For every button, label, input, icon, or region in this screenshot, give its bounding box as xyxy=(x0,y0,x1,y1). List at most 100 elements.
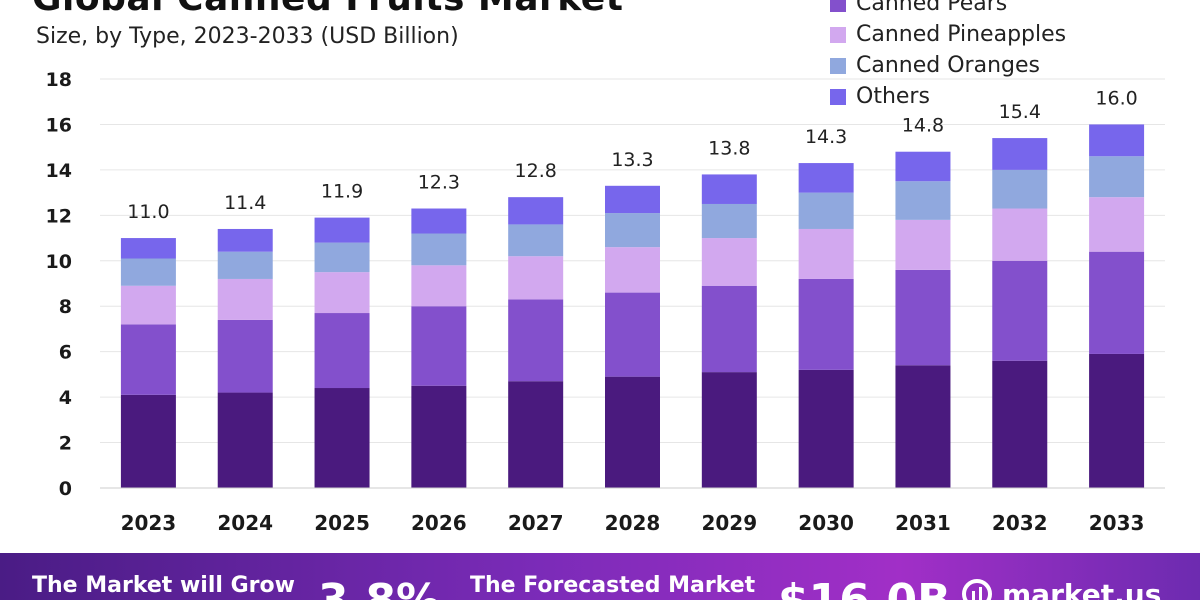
x-tick-label: 2027 xyxy=(508,511,564,535)
bar-segment xyxy=(605,292,660,377)
x-tick-label: 2023 xyxy=(121,511,177,535)
bar-segment xyxy=(217,228,273,252)
bar-segment xyxy=(411,233,467,266)
bar-segment xyxy=(411,385,467,488)
bar-segment xyxy=(411,208,467,234)
x-tick-label: 2026 xyxy=(411,511,467,535)
bar-segment xyxy=(217,251,273,279)
bar-total-label: 11.9 xyxy=(321,181,363,203)
bar-total-label: 14.3 xyxy=(805,126,847,148)
bar-segment xyxy=(508,381,564,488)
bar-segment xyxy=(314,242,370,273)
x-tick-label: 2032 xyxy=(992,511,1048,535)
y-tick-label: 14 xyxy=(46,160,72,182)
bar-segment xyxy=(701,285,757,373)
banner-forecast-value: $16.0B xyxy=(778,575,951,600)
bar-segment xyxy=(605,185,660,214)
bar-total-label: 12.8 xyxy=(515,160,557,182)
bar-segment xyxy=(508,299,564,382)
banner-grow-text: The Market will Grow xyxy=(32,573,295,598)
y-tick-label: 12 xyxy=(46,205,72,227)
bar-segment xyxy=(1089,197,1145,252)
x-tick-label: 2025 xyxy=(314,511,370,535)
y-tick-label: 2 xyxy=(59,433,72,455)
bar-segment xyxy=(798,278,854,370)
chart-subtitle: Size, by Type, 2023-2033 (USD Billion) xyxy=(36,24,459,49)
bar-segment xyxy=(895,365,951,488)
market-us-logo[interactable]: market.us xyxy=(960,577,1161,600)
bar-segment xyxy=(992,260,1048,361)
legend: Canned Pears Canned Pineapples Canned Or… xyxy=(830,0,1066,112)
y-tick-label: 10 xyxy=(46,251,72,273)
legend-swatch xyxy=(830,57,846,74)
footer-banner: The Market will Grow 3.8% The Forecasted… xyxy=(0,553,1200,600)
banner-forecast-text: The Forecasted Market xyxy=(470,573,756,598)
legend-label: Canned Pineapples xyxy=(856,22,1067,47)
bar-segment xyxy=(217,278,273,320)
chart-title: Global Canned Fruits Market xyxy=(32,0,623,19)
bar-segment xyxy=(798,228,854,279)
bar-total-label: 12.3 xyxy=(418,172,460,194)
y-tick-label: 0 xyxy=(59,478,72,500)
y-tick-label: 4 xyxy=(59,387,72,409)
bar-segment xyxy=(217,392,273,488)
bar-segment xyxy=(605,213,660,248)
bar-segment xyxy=(314,313,370,389)
bar-segment xyxy=(798,192,854,229)
bar-segment xyxy=(120,394,176,488)
bar-segment xyxy=(508,197,564,225)
bar-segment xyxy=(314,217,370,243)
bar-segment xyxy=(895,219,951,270)
x-tick-label: 2031 xyxy=(895,511,951,535)
bar-segment xyxy=(992,208,1048,261)
bar-segment xyxy=(120,285,176,325)
bar-total-label: 13.3 xyxy=(611,149,653,171)
bar-segment xyxy=(1089,251,1145,354)
bar-segment xyxy=(701,174,757,204)
bar-segment xyxy=(508,256,564,300)
bar-segment xyxy=(120,238,176,259)
x-tick-label: 2024 xyxy=(217,511,273,535)
legend-label: Canned Pears xyxy=(856,0,1008,16)
legend-swatch xyxy=(830,0,846,12)
bar-total-label: 14.8 xyxy=(902,115,944,137)
bar-segment xyxy=(1089,156,1145,198)
bar-total-label: 13.8 xyxy=(708,137,750,159)
bar-segment xyxy=(798,163,854,193)
y-tick-label: 18 xyxy=(46,69,72,91)
bar-segment xyxy=(120,324,176,395)
bar-total-label: 11.4 xyxy=(224,192,266,214)
bar-segment xyxy=(895,151,951,182)
bar-segment xyxy=(1089,124,1145,157)
banner-cagr-value: 3.8% xyxy=(318,575,440,600)
bar-segment xyxy=(701,203,757,239)
legend-item-canned-pineapples: Canned Pineapples xyxy=(830,19,1066,50)
legend-swatch xyxy=(830,26,846,43)
bar-segment xyxy=(120,258,176,286)
bar-segment xyxy=(992,138,1048,170)
bar-segment xyxy=(992,169,1048,209)
bar-segment xyxy=(314,272,370,314)
y-tick-label: 16 xyxy=(46,114,72,136)
bar-total-label: 15.4 xyxy=(999,101,1041,123)
legend-item-others: Others xyxy=(830,81,1066,112)
bar-segment xyxy=(411,265,467,307)
x-tick-label: 2030 xyxy=(798,511,854,535)
bar-segment xyxy=(992,360,1048,488)
y-tick-label: 6 xyxy=(59,342,72,364)
bar-segment xyxy=(798,369,854,488)
bar-segment xyxy=(217,319,273,393)
bar-segment xyxy=(411,306,467,386)
bar-segment xyxy=(314,388,370,488)
legend-item-canned-pears: Canned Pears xyxy=(830,0,1066,19)
bar-total-label: 16.0 xyxy=(1095,87,1137,109)
legend-item-canned-oranges: Canned Oranges xyxy=(830,50,1066,81)
legend-label: Others xyxy=(856,84,930,109)
legend-label: Canned Oranges xyxy=(856,53,1040,78)
bar-segment xyxy=(605,376,660,488)
stacked-bar-chart: 0 2 4 6 8 10 12 14 16 18 11.0 2023 11.4 2024 11.9 2025 1… xyxy=(46,69,1165,535)
x-tick-label: 2028 xyxy=(605,511,661,535)
legend-swatch xyxy=(830,88,846,105)
bar-segment xyxy=(701,238,757,286)
bar-total-label: 11.0 xyxy=(127,201,169,223)
